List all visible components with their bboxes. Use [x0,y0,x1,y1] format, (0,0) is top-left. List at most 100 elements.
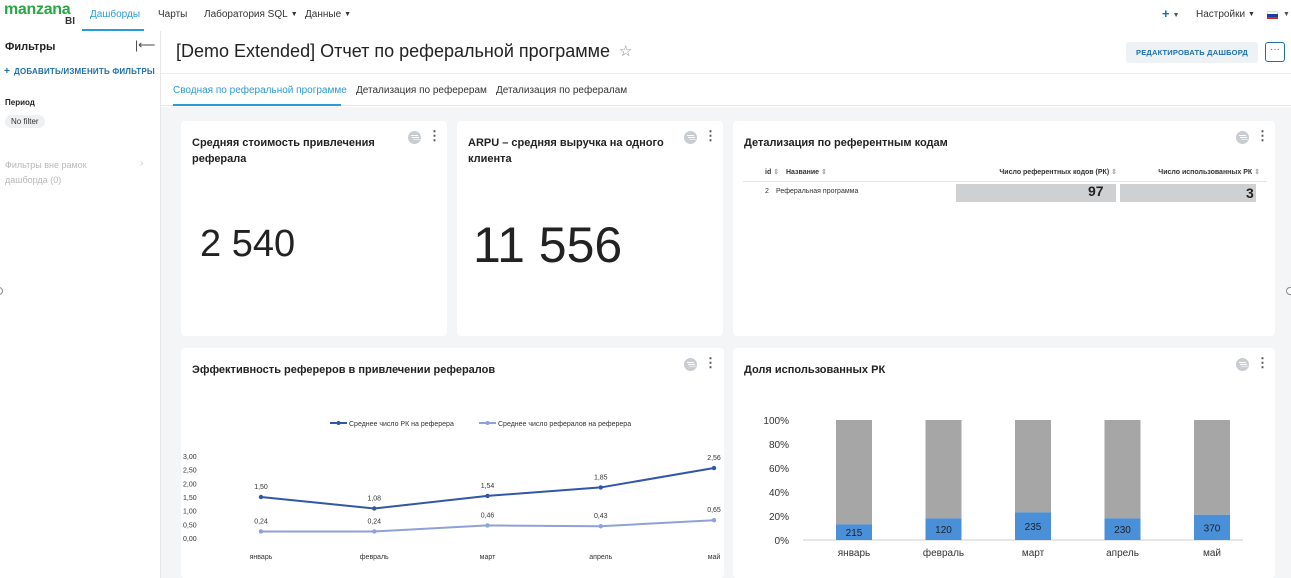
kebab-menu-icon[interactable]: ⋮ [704,128,717,143]
outside-filters-link[interactable]: Фильтры вне рамок дашборда (0) [5,160,87,185]
bar-used [836,524,872,540]
bar-unused [925,420,962,519]
referral-codes-title: Детализация по референтным кодам [744,137,948,149]
bar-unused [1104,420,1141,519]
y-tick-label: 60% [769,464,789,475]
bar-label: 370 [1204,523,1221,534]
column-header-name[interactable]: Название ⇕ [786,168,827,176]
nav-data[interactable]: Данные ▼ [305,9,351,20]
nav-dashboards[interactable]: Дашборды [90,9,140,20]
legend-marker [485,421,490,425]
sort-icon: ⇕ [1254,169,1260,176]
column-header-id[interactable]: id ⇕ [765,168,779,176]
column-header-label: Число использованных РК [1158,169,1253,176]
filters-title: Фильтры [5,41,56,53]
data-label: 1,54 [481,483,495,490]
data-label: 0,43 [594,513,608,520]
language-flag-icon[interactable] [1267,11,1278,20]
tab-summary[interactable]: Сводная по реферальной программе [173,85,347,96]
kebab-menu-icon[interactable]: ⋮ [1256,128,1269,143]
manzana-logo[interactable]: manzana BI [4,1,80,30]
more-options-button[interactable]: ··· [1265,42,1285,62]
tab-referrers[interactable]: Детализация по реферерам [356,85,487,96]
add-plus-button[interactable]: + ▼ [1162,6,1180,21]
efficiency-title: Эффективность рефереров в привлечении ре… [192,364,496,376]
bar-used [1104,518,1141,540]
used-bar [1120,184,1256,202]
data-point [258,529,264,534]
chevron-down-icon: ▼ [344,11,352,18]
x-tick-label: апрель [589,554,612,561]
table-row[interactable]: 2 Реферальная программа 97 3 [743,181,1267,202]
nav-sql-lab[interactable]: Лаборатория SQL ▼ [204,9,298,20]
bar-used [1015,512,1051,540]
bar-used [1194,514,1230,540]
kebab-menu-icon[interactable]: ⋮ [428,128,441,143]
sort-icon: ⇕ [821,169,827,176]
collapse-sidebar-icon[interactable]: |⟵ [135,38,156,52]
data-point [711,465,717,471]
filter-icon[interactable] [1236,131,1249,144]
dashboard-content: Средняя стоимость привлечения реферала ⋮… [161,107,1291,578]
y-tick-label: 2,00 [183,481,197,488]
data-label: 1,85 [594,474,608,481]
legend-label: Среднее число рефералов на реферера [498,421,631,428]
period-label: Период [5,98,35,107]
bar-unused [1015,420,1051,513]
tab-active-underline [173,104,341,106]
efficiency-line-chart: Среднее число РК на реферера Среднее числ… [183,421,721,561]
kebab-menu-icon[interactable]: ⋮ [704,355,717,370]
logo-bi: BI [65,16,75,27]
cac-card: Средняя стоимость привлечения реферала ⋮… [181,121,447,336]
dashboard-tabs: Сводная по реферальной программе Детализ… [161,73,1291,106]
data-point [372,529,377,534]
filter-icon[interactable] [1236,358,1249,371]
page-title: [Demo Extended] Отчет по реферальной про… [176,41,610,61]
star-favorite-icon[interactable]: ☆ [619,43,633,60]
y-tick-label: 3,00 [183,454,197,461]
cac-card-title: Средняя стоимость привлечения реферала [192,137,375,165]
data-label: 0,24 [367,518,381,525]
filter-icon[interactable] [684,131,697,144]
filter-icon[interactable] [408,131,421,144]
nav-sql-lab-label: Лаборатория SQL [204,9,288,20]
y-tick-label: 1,00 [183,509,197,516]
y-tick-label: 20% [769,512,789,523]
plus-icon: + [4,66,11,77]
x-tick-label: март [1022,548,1045,559]
bar-unused [836,420,872,525]
nav-charts[interactable]: Чарты [158,9,188,20]
arpu-value: 11 556 [473,217,623,273]
edit-dashboard-button[interactable]: РЕДАКТИРОВАТЬ ДАШБОРД [1126,42,1258,63]
data-point [485,523,490,528]
x-tick-label: февраль [360,554,389,561]
data-point [485,493,490,499]
column-header-label: Название [786,169,820,176]
x-tick-label: апрель [1106,548,1139,559]
column-header-used[interactable]: Число использованных РК ⇕ [1148,168,1260,176]
cell-used: 3 [1246,185,1254,201]
logo-wordmark: manzana [4,1,71,18]
data-point [372,506,377,511]
used-codes-share-card: Доля использованных РК ⋮ 0% 20% 40% 60% 80% 1… [733,348,1275,578]
add-filters-button[interactable]: + ДОБАВИТЬ/ИЗМЕНИТЬ ФИЛЬТРЫ [4,66,155,77]
sort-icon: ⇕ [1111,169,1117,176]
chevron-down-icon: ▼ [290,11,298,18]
y-tick-label: 100% [763,416,789,427]
add-filters-label: ДОБАВИТЬ/ИЗМЕНИТЬ ФИЛЬТРЫ [14,67,155,76]
data-label: 0,65 [707,507,721,514]
filters-sidebar: Фильтры |⟵ + ДОБАВИТЬ/ИЗМЕНИТЬ ФИЛЬТРЫ Пе… [0,31,161,578]
y-tick-label: 1,50 [183,495,197,502]
tab-referrals[interactable]: Детализация по рефералам [496,85,628,96]
filter-icon[interactable] [684,358,697,371]
chevron-down-icon: ▼ [1283,11,1290,18]
y-tick-label: 80% [769,440,789,451]
kebab-menu-icon[interactable]: ⋮ [1256,355,1269,370]
column-header-codes[interactable]: Число референтных кодов (РК) ⇕ [995,168,1117,176]
nav-active-underline [82,29,144,31]
period-filter-chip[interactable]: No filter [5,115,45,128]
data-point [258,494,264,500]
bar-used [925,518,962,540]
scroll-right-handle[interactable] [1286,287,1291,295]
settings-menu[interactable]: Настройки ▼ [1196,9,1255,20]
